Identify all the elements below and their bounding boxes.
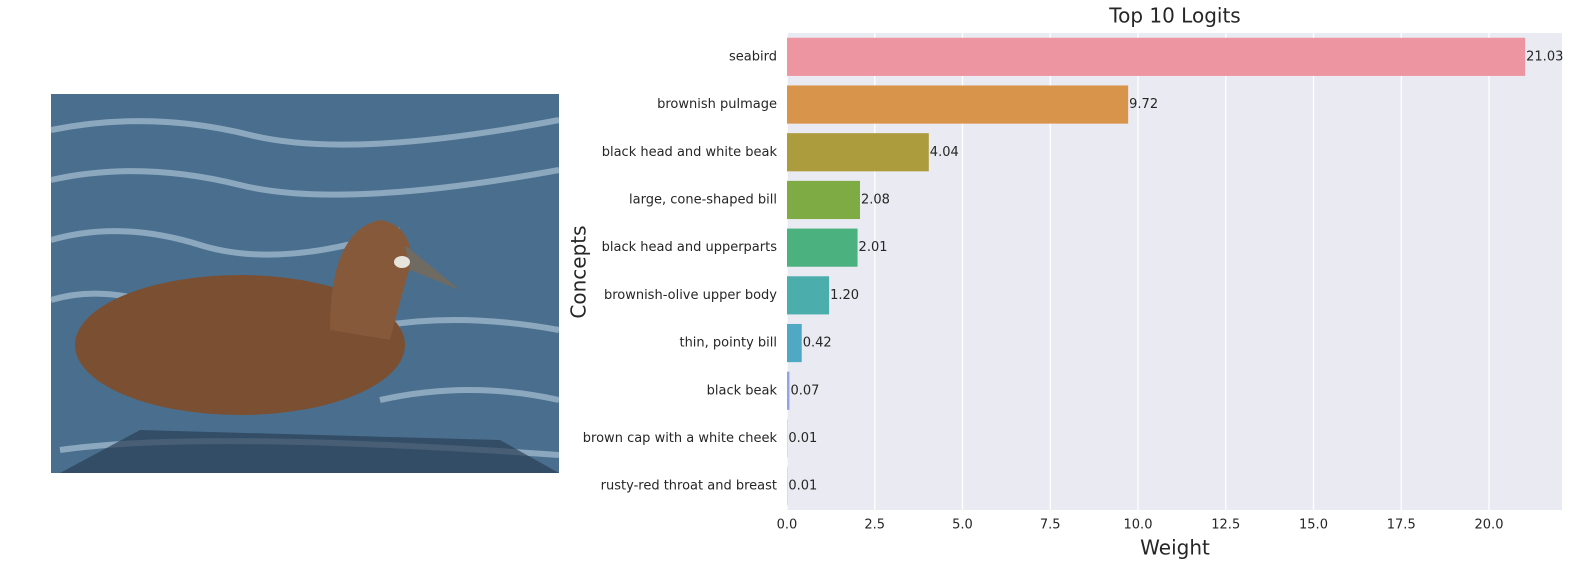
bar [787, 85, 1129, 124]
x-axis-label: Weight [1140, 536, 1210, 560]
bar [787, 323, 802, 363]
y-tick-label: seabird [729, 49, 777, 64]
bird-photo [50, 94, 560, 473]
x-tick-label: 2.5 [864, 518, 885, 533]
x-tick-label: 7.5 [1040, 518, 1061, 533]
bird-beak [405, 245, 460, 290]
x-tick-label: 0.0 [777, 518, 798, 533]
value-label: 2.08 [861, 192, 890, 207]
bird-neck [330, 220, 412, 340]
x-tick-label: 20.0 [1475, 518, 1504, 533]
chart-title: Top 10 Logits [1108, 4, 1240, 28]
y-tick-label: brownish pulmage [657, 97, 777, 112]
value-label: 0.01 [788, 479, 817, 494]
bird-cheek [394, 256, 410, 268]
x-tick-label: 5.0 [952, 518, 973, 533]
bar [787, 228, 858, 267]
x-tick-label: 12.5 [1211, 518, 1240, 533]
x-tick-label: 10.0 [1124, 518, 1153, 533]
bar [787, 276, 830, 315]
value-label: 4.04 [930, 145, 959, 160]
value-label: 1.20 [830, 288, 859, 303]
y-tick-label: rusty-red throat and breast [601, 479, 777, 494]
bar [787, 133, 929, 172]
value-label: 0.01 [788, 431, 817, 446]
value-label: 2.01 [859, 240, 888, 255]
x-tick-label: 15.0 [1299, 518, 1328, 533]
y-tick-label: brownish-olive upper body [604, 288, 777, 303]
bar [787, 37, 1526, 76]
x-tick-label: 17.5 [1387, 518, 1416, 533]
value-label: 9.72 [1129, 97, 1158, 112]
bar [787, 371, 790, 410]
y-tick-label: black beak [707, 383, 778, 398]
bar [787, 180, 861, 220]
y-tick-label: thin, pointy bill [679, 336, 777, 351]
shadow [60, 430, 559, 473]
waves [50, 117, 560, 458]
y-tick-label: black head and white beak [602, 145, 778, 160]
y-tick-label: black head and upperparts [602, 240, 778, 255]
value-label: 0.07 [790, 383, 819, 398]
value-label: 21.03 [1526, 49, 1563, 64]
value-label: 0.42 [803, 336, 832, 351]
y-axis-label: Concepts [567, 225, 591, 318]
y-tick-label: brown cap with a white cheek [583, 431, 778, 446]
bird-body [75, 275, 405, 415]
y-tick-label: large, cone-shaped bill [629, 192, 777, 207]
